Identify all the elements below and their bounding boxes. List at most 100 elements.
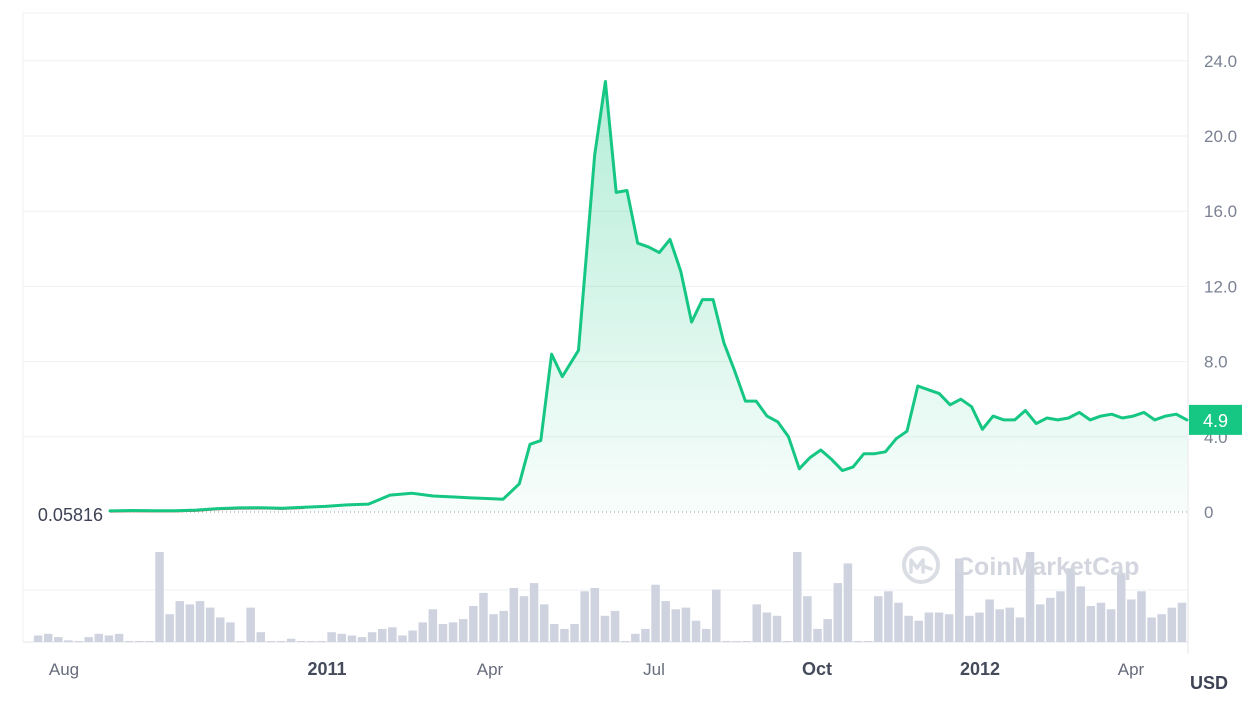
volume-bar	[54, 637, 63, 642]
volume-bar	[519, 596, 529, 642]
y-tick-label: 20.0	[1204, 127, 1237, 146]
volume-bar	[782, 641, 792, 642]
volume-bar	[509, 588, 519, 642]
volume-bar	[863, 641, 873, 642]
volume-bar	[1127, 599, 1136, 642]
volume-bar	[600, 615, 610, 642]
currency-label: USD	[1190, 673, 1228, 693]
volume-bar	[94, 633, 104, 642]
volume-bar	[681, 607, 691, 642]
volume-bar	[175, 601, 185, 642]
volume-bar	[1167, 607, 1177, 642]
volume-bar	[944, 614, 954, 642]
volume-bar	[438, 624, 448, 642]
volume-bar	[388, 627, 397, 642]
volume-bar	[286, 638, 296, 642]
volume-bar	[701, 628, 711, 642]
volume-bar	[398, 635, 407, 642]
price-line	[108, 80, 1189, 513]
volume-bar	[873, 596, 883, 642]
volume-bar	[631, 633, 640, 642]
volume-bar	[1056, 591, 1065, 642]
volume-bar	[448, 622, 458, 642]
volume-bar	[276, 641, 286, 642]
volume-bar	[539, 604, 549, 642]
current-price-label: 4.9	[1203, 411, 1228, 431]
volume-bar	[165, 614, 174, 642]
x-tick-label: Apr	[1118, 660, 1145, 679]
volume-bar	[185, 604, 195, 642]
watermark: CoinMarketCap	[902, 546, 1139, 584]
volume-bar	[884, 591, 893, 642]
volume-bar	[246, 607, 255, 642]
volume-bar	[762, 612, 772, 642]
chart-labels: 0.05816 4.9 USD	[38, 404, 1242, 693]
volume-bar	[43, 633, 53, 642]
baseline-value-label: 0.05816	[38, 505, 103, 525]
volume-bar	[357, 637, 367, 642]
x-tick-label: Oct	[802, 659, 832, 679]
x-tick-label: 2012	[960, 659, 1000, 679]
volume-bar	[671, 609, 681, 642]
current-price-badge: 4.9	[1189, 404, 1242, 435]
volume-bar	[499, 610, 508, 642]
x-axis: Aug 2011 Apr Jul Oct 2012 Apr	[49, 659, 1145, 679]
volume-bar	[1116, 573, 1126, 642]
volume-bar	[590, 588, 600, 642]
volume-bar	[1177, 602, 1187, 642]
volume-bar	[347, 635, 357, 642]
volume-bar	[934, 612, 944, 642]
y-axis: 24.020.016.012.08.04.00	[1204, 52, 1237, 522]
volume-bar	[64, 640, 73, 642]
volume-bar	[894, 602, 903, 642]
volume-bar	[914, 620, 924, 642]
x-tick-label: Aug	[49, 660, 79, 679]
volume-bar	[904, 615, 913, 642]
volume-bar	[813, 628, 822, 642]
volume-bar	[752, 604, 762, 642]
y-tick-label: 8.0	[1204, 353, 1228, 372]
x-tick-label: Jul	[643, 660, 665, 679]
volume-bar	[924, 612, 934, 642]
volume-bar	[479, 592, 488, 642]
volume-bar	[33, 635, 43, 642]
volume-bars	[33, 552, 1187, 642]
volume-bar	[1106, 609, 1116, 642]
volume-bar	[620, 641, 630, 642]
volume-bar	[84, 637, 93, 642]
volume-bar	[651, 584, 660, 642]
y-tick-label: 12.0	[1204, 277, 1237, 296]
y-tick-label: 24.0	[1204, 52, 1237, 71]
volume-bar	[327, 632, 336, 642]
volume-bar	[965, 615, 974, 642]
volume-bar	[1015, 617, 1025, 642]
volume-bar	[458, 619, 468, 642]
volume-bar	[843, 563, 853, 642]
volume-bar	[954, 558, 964, 642]
volume-bar	[114, 633, 124, 642]
volume-bar	[428, 609, 438, 642]
volume-bar	[377, 628, 387, 642]
volume-bar	[1005, 607, 1015, 642]
volume-bar	[1076, 586, 1085, 642]
volume-bar	[610, 610, 620, 642]
volume-bar	[1066, 568, 1075, 642]
volume-bar	[418, 622, 427, 642]
volume-bar	[296, 641, 306, 642]
volume-bar	[1096, 602, 1106, 642]
volume-bar	[236, 641, 245, 642]
y-tick-label: 0	[1204, 503, 1213, 522]
watermark-logo-circle	[902, 546, 940, 584]
volume-bar	[1046, 597, 1055, 642]
volume-bar	[742, 641, 751, 642]
volume-bar	[1157, 614, 1166, 642]
volume-bar	[550, 624, 559, 642]
volume-bar	[853, 641, 863, 642]
watermark-text: CoinMarketCap	[956, 553, 1139, 581]
volume-bar	[1086, 606, 1096, 642]
price-area-fill	[110, 81, 1187, 512]
volume-bar	[975, 612, 984, 642]
volume-bar	[337, 633, 347, 642]
